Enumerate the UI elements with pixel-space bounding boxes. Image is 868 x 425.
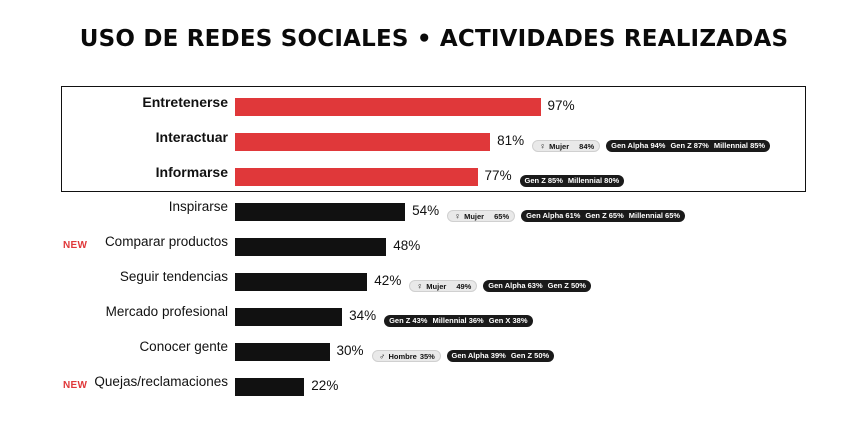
category-label: Quejas/reclamaciones [94,374,228,389]
bar [235,238,387,256]
generation-segment: Gen Alpha 39% [451,351,506,360]
bar [235,203,406,221]
generation-segment: Millennial 65% [628,211,681,220]
female-icon: ♀ [416,281,423,291]
generation-segment: Gen Z 50% [547,281,586,290]
category-label: Conocer gente [139,339,228,354]
gender-pill: ♀ Mujer 84% [532,140,601,152]
value-label: 30% [336,343,364,358]
generation-pill: Gen Alpha 63% Gen Z 50% [483,280,591,292]
value-label: 97% [547,98,575,113]
gender-label: Mujer [549,142,570,151]
generation-pill: Gen Z 85% Millennial 80% [519,175,625,187]
bar [235,98,541,116]
gender-label: Mujer [464,212,485,221]
generation-segment: Gen Z 43% [389,316,428,325]
value-label: 34% [349,308,377,323]
generation-pill: Gen Alpha 39% Gen Z 50% [446,350,555,362]
bar [235,133,491,151]
generation-segment: Gen Alpha 61% [526,211,581,220]
generation-segment: Millennial 85% [713,141,766,150]
gender-pill: ♀ Mujer 65% [447,210,516,222]
female-icon: ♀ [454,211,461,221]
generation-pill: Gen Alpha 61% Gen Z 65% Millennial 65% [521,210,686,222]
bar [235,343,330,361]
gender-pill: ♀ Mujer 49% [409,280,478,292]
highlight-box [61,86,806,192]
generation-segment: Gen Z 87% [670,141,709,150]
value-label: 22% [311,378,339,393]
gender-label: Mujer [426,282,447,291]
value-label: 81% [497,133,525,148]
category-label: Inspirarse [168,199,228,214]
value-label: 54% [412,203,440,218]
new-badge: NEW [63,240,88,251]
category-label: Comparar productos [104,234,228,249]
generation-pill: Gen Alpha 94% Gen Z 87% Millennial 85% [606,140,771,152]
category-label: Seguir tendencias [119,269,228,284]
generation-segment: Gen Alpha 63% [488,281,543,290]
generation-segment: Gen Z 50% [510,351,550,360]
category-label: Entretenerse [142,94,228,110]
bar [235,168,478,186]
generation-segment: Millennial 80% [567,176,620,185]
bar [235,378,305,396]
male-icon: ♂ [378,351,386,361]
female-icon: ♀ [539,141,546,151]
gender-pill: ♂ Hombre 35% [371,350,441,362]
generation-segment: Gen Z 65% [585,211,624,220]
generation-segment: Gen X 38% [488,316,528,325]
category-label: Interactuar [155,129,228,145]
value-label: 42% [374,273,402,288]
generation-segment: Millennial 36% [432,316,484,325]
chart-title: USO DE REDES SOCIALES • ACTIVIDADES REAL… [79,26,789,52]
new-badge: NEW [63,380,88,391]
category-label: Informarse [155,164,228,180]
gender-label: Hombre [388,352,417,361]
value-label: 77% [484,168,512,183]
gender-value: 84% [579,142,595,151]
gender-value: 49% [456,282,472,291]
value-label: 48% [393,238,421,253]
category-label: Mercado profesional [105,304,228,319]
bar [235,308,343,326]
gender-value: 35% [419,352,435,361]
generation-pill: Gen Z 43% Millennial 36% Gen X 38% [384,315,533,327]
gender-value: 65% [494,212,510,221]
generation-segment: Gen Alpha 94% [611,141,666,150]
bar [235,273,368,291]
generation-segment: Gen Z 85% [524,176,563,185]
